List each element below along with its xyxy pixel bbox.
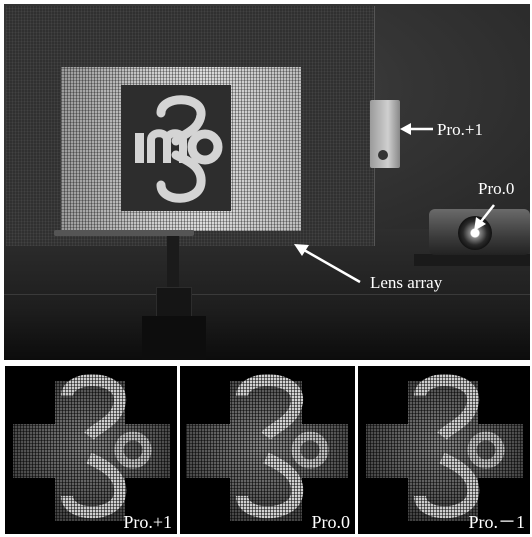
stand-post: [167, 236, 179, 296]
panel-label: Pro.－1: [468, 512, 525, 532]
experiment-photo: Pro.+1 Pro.0 Lens array: [4, 4, 530, 360]
panel-gap: [178, 366, 180, 534]
table-edge: [4, 294, 530, 295]
logo-square: [121, 85, 231, 211]
arrow-to-pro-0-icon: [474, 204, 495, 231]
stand-crossbar: [54, 230, 194, 236]
divider: [4, 360, 530, 365]
callout-lens-array: Lens array: [370, 273, 443, 292]
logo-graphic: [135, 95, 223, 203]
view-panel-pro-0: Pro.0: [180, 366, 355, 534]
projector-plus-1-lens: [378, 150, 388, 160]
callout-pro-plus-1: Pro.+1: [437, 120, 483, 139]
arrow-to-lens-array-icon: [294, 244, 361, 284]
view-panel-pro-minus-1: Pro.－1: [358, 366, 530, 534]
projector-0-lens: [458, 216, 492, 250]
callout-pro-0: Pro.0: [478, 179, 515, 198]
lens-texture: [358, 366, 530, 534]
lens-texture: [5, 366, 177, 534]
view-panel-pro-plus-1: Pro.+1: [5, 366, 177, 534]
arrow-left-icon: [400, 123, 433, 135]
projected-image: [61, 67, 301, 231]
stand-base: [142, 316, 206, 360]
panel-label: Pro.+1: [123, 512, 172, 532]
lens-texture: [180, 366, 355, 534]
panel-label: Pro.0: [311, 512, 350, 532]
stand-clamp: [156, 287, 192, 319]
panel-gap: [355, 366, 357, 534]
lens-array-screen: [6, 6, 375, 246]
projector-minus-1: [414, 254, 530, 266]
